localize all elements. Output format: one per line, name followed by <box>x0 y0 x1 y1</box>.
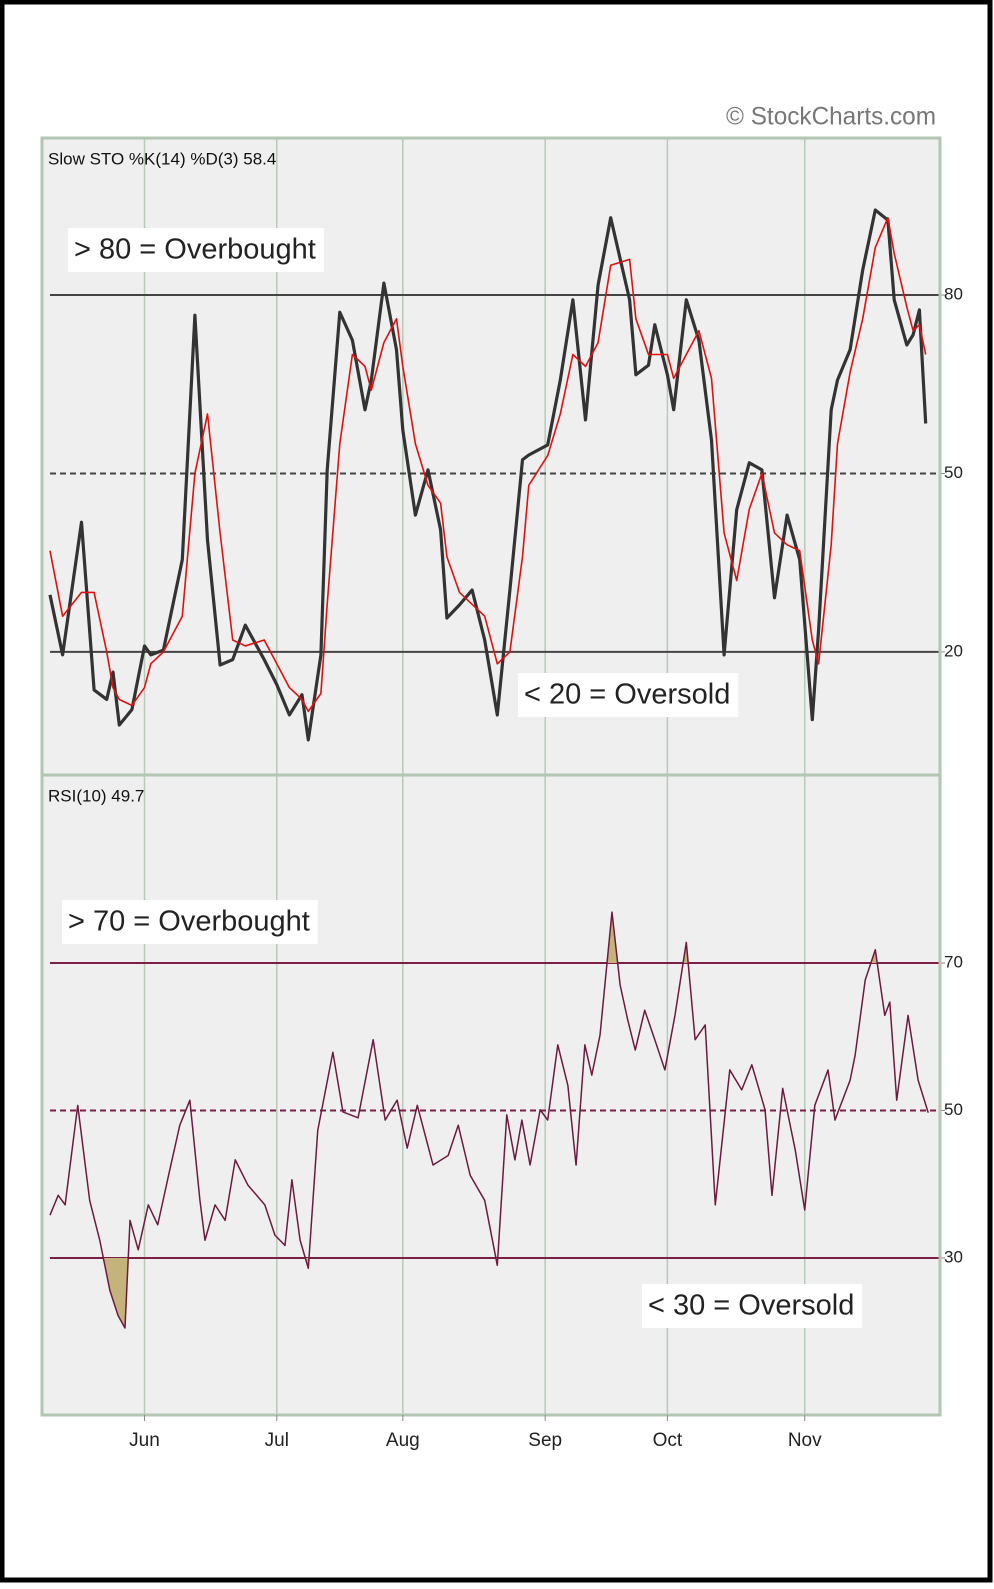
annotation: < 30 = Oversold <box>648 1290 854 1322</box>
x-tick-label: Sep <box>528 1430 562 1451</box>
y-tick-label: 80 <box>944 285 963 304</box>
data-line <box>49 911 929 1329</box>
y-tick-label: 70 <box>944 953 963 972</box>
annotation-box <box>518 673 739 717</box>
x-tick-label: Oct <box>653 1430 683 1451</box>
panel-title: Slow STO %K(14) %D(3) 58.4 <box>48 149 276 168</box>
x-tick-label: Nov <box>788 1430 822 1451</box>
annotation-box <box>642 1284 863 1328</box>
y-tick-label: 50 <box>944 463 963 482</box>
annotation: < 20 = Oversold <box>524 679 730 711</box>
watermark: © StockCharts.com <box>726 103 936 131</box>
y-tick-label: 50 <box>944 1100 963 1119</box>
x-tick-label: Jul <box>265 1430 289 1451</box>
y-tick-label: 20 <box>944 641 963 660</box>
x-tick-label: Aug <box>386 1430 420 1451</box>
x-tick-label: Jun <box>129 1430 160 1451</box>
data-line <box>48 208 928 742</box>
annotation-box <box>62 900 318 944</box>
annotation: > 80 = Overbought <box>74 234 316 266</box>
data-line <box>49 216 927 713</box>
panel-border <box>40 773 942 1417</box>
annotation: > 70 = Overbought <box>68 906 310 938</box>
annotation-box <box>68 228 324 272</box>
y-tick-label: 30 <box>944 1247 963 1266</box>
panel-title: RSI(10) 49.7 <box>48 786 144 805</box>
